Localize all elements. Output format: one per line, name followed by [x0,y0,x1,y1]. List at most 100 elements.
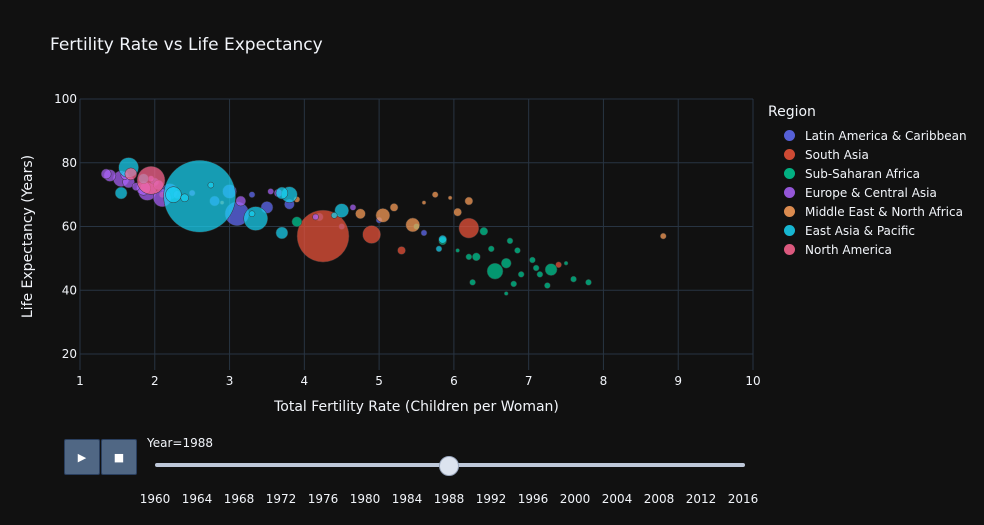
data-point[interactable] [453,207,462,217]
data-point[interactable] [435,245,443,253]
data-point[interactable] [555,261,562,269]
slider-tick-label[interactable]: 1980 [349,492,381,506]
legend-item[interactable]: Europe & Central Asia [784,183,967,202]
x-tick-label: 5 [375,374,383,388]
data-point[interactable] [458,217,480,239]
data-point[interactable] [165,186,182,203]
slider-tick-label[interactable]: 2012 [685,492,717,506]
data-point[interactable] [330,212,338,219]
legend-label: North America [805,242,892,257]
data-point[interactable] [235,195,247,207]
data-point[interactable] [465,253,473,261]
data-point[interactable] [532,264,540,272]
data-point[interactable] [447,195,453,201]
data-point[interactable] [510,280,517,288]
data-point[interactable] [500,257,512,269]
legend-label: Latin America & Caribbean [805,128,967,143]
data-point[interactable] [163,159,236,233]
slider-tick-label[interactable]: 1976 [307,492,339,506]
slider-tick-label[interactable]: 1992 [475,492,507,506]
slider-tick-label[interactable]: 1960 [139,492,171,506]
legend-label: East Asia & Pacific [805,223,915,238]
stop-button[interactable]: ■ [101,439,137,475]
slider-tick-label[interactable]: 2016 [727,492,759,506]
data-point[interactable] [544,263,558,276]
data-point[interactable] [291,216,303,227]
data-point[interactable] [334,203,349,218]
data-point[interactable] [362,225,381,244]
data-point[interactable] [421,200,427,205]
data-point[interactable] [488,245,495,253]
legend-label: Sub-Saharan Africa [805,166,921,181]
data-point[interactable] [397,246,406,255]
legend-marker [784,130,795,141]
data-point[interactable] [514,247,521,254]
year-slider-handle[interactable] [439,456,459,476]
data-point[interactable] [114,186,128,200]
slider-tick-label[interactable]: 2000 [559,492,591,506]
legend-item[interactable]: Middle East & North Africa [784,202,967,221]
slider-tick-label[interactable]: 1984 [391,492,423,506]
slider-tick-label[interactable]: 1972 [265,492,297,506]
data-point[interactable] [570,275,577,283]
legend-marker [784,149,795,160]
data-point[interactable] [405,217,421,233]
x-tick-label: 3 [226,374,234,388]
data-point[interactable] [431,191,439,198]
stop-icon: ■ [113,450,125,464]
data-point[interactable] [267,188,274,195]
data-point[interactable] [472,252,481,262]
slider-current-year: Year=1988 [147,436,213,450]
data-point[interactable] [479,227,489,236]
slider-tick-label[interactable]: 1964 [181,492,213,506]
data-point[interactable] [100,168,112,180]
markers [100,157,667,296]
data-point[interactable] [529,256,536,264]
data-point[interactable] [563,260,569,266]
y-tick-label: 40 [62,283,77,297]
data-point[interactable] [503,291,509,296]
slider-tick-label[interactable]: 2004 [601,492,633,506]
legend-item[interactable]: North America [784,240,967,259]
grid-lines [79,98,754,370]
data-point[interactable] [296,209,350,263]
data-point[interactable] [349,204,357,211]
data-point[interactable] [312,213,319,221]
data-point[interactable] [275,226,289,240]
slider-tick-label[interactable]: 2008 [643,492,675,506]
data-point[interactable] [469,279,476,286]
data-point[interactable] [506,237,514,245]
slider-tick-label[interactable]: 1968 [223,492,255,506]
data-point[interactable] [585,279,592,286]
legend-item[interactable]: Sub-Saharan Africa [784,164,967,183]
data-point[interactable] [486,262,504,280]
data-point[interactable] [420,229,428,237]
play-button[interactable]: ▶ [64,439,100,475]
data-point[interactable] [438,235,447,244]
data-point[interactable] [207,181,215,189]
data-point[interactable] [517,271,525,278]
data-point[interactable] [375,208,391,223]
slider-tick-label[interactable]: 1996 [517,492,549,506]
data-point[interactable] [389,203,399,212]
data-point[interactable] [536,271,544,278]
data-point[interactable] [136,166,166,195]
legend-item[interactable]: Latin America & Caribbean [784,126,967,145]
data-point[interactable] [180,193,189,203]
data-point[interactable] [248,191,256,198]
data-point[interactable] [243,206,268,231]
x-tick-label: 6 [450,374,458,388]
legend-item[interactable]: East Asia & Pacific [784,221,967,240]
data-point[interactable] [248,210,256,218]
legend-item[interactable]: South Asia [784,145,967,164]
data-point[interactable] [660,232,667,240]
data-point[interactable] [124,167,138,181]
data-point[interactable] [455,248,460,253]
data-point[interactable] [355,208,366,220]
slider-tick-label[interactable]: 1988 [433,492,465,506]
data-point[interactable] [275,186,289,200]
data-point[interactable] [544,282,551,289]
series-europe-central-asia [100,168,357,221]
data-point[interactable] [464,196,474,206]
